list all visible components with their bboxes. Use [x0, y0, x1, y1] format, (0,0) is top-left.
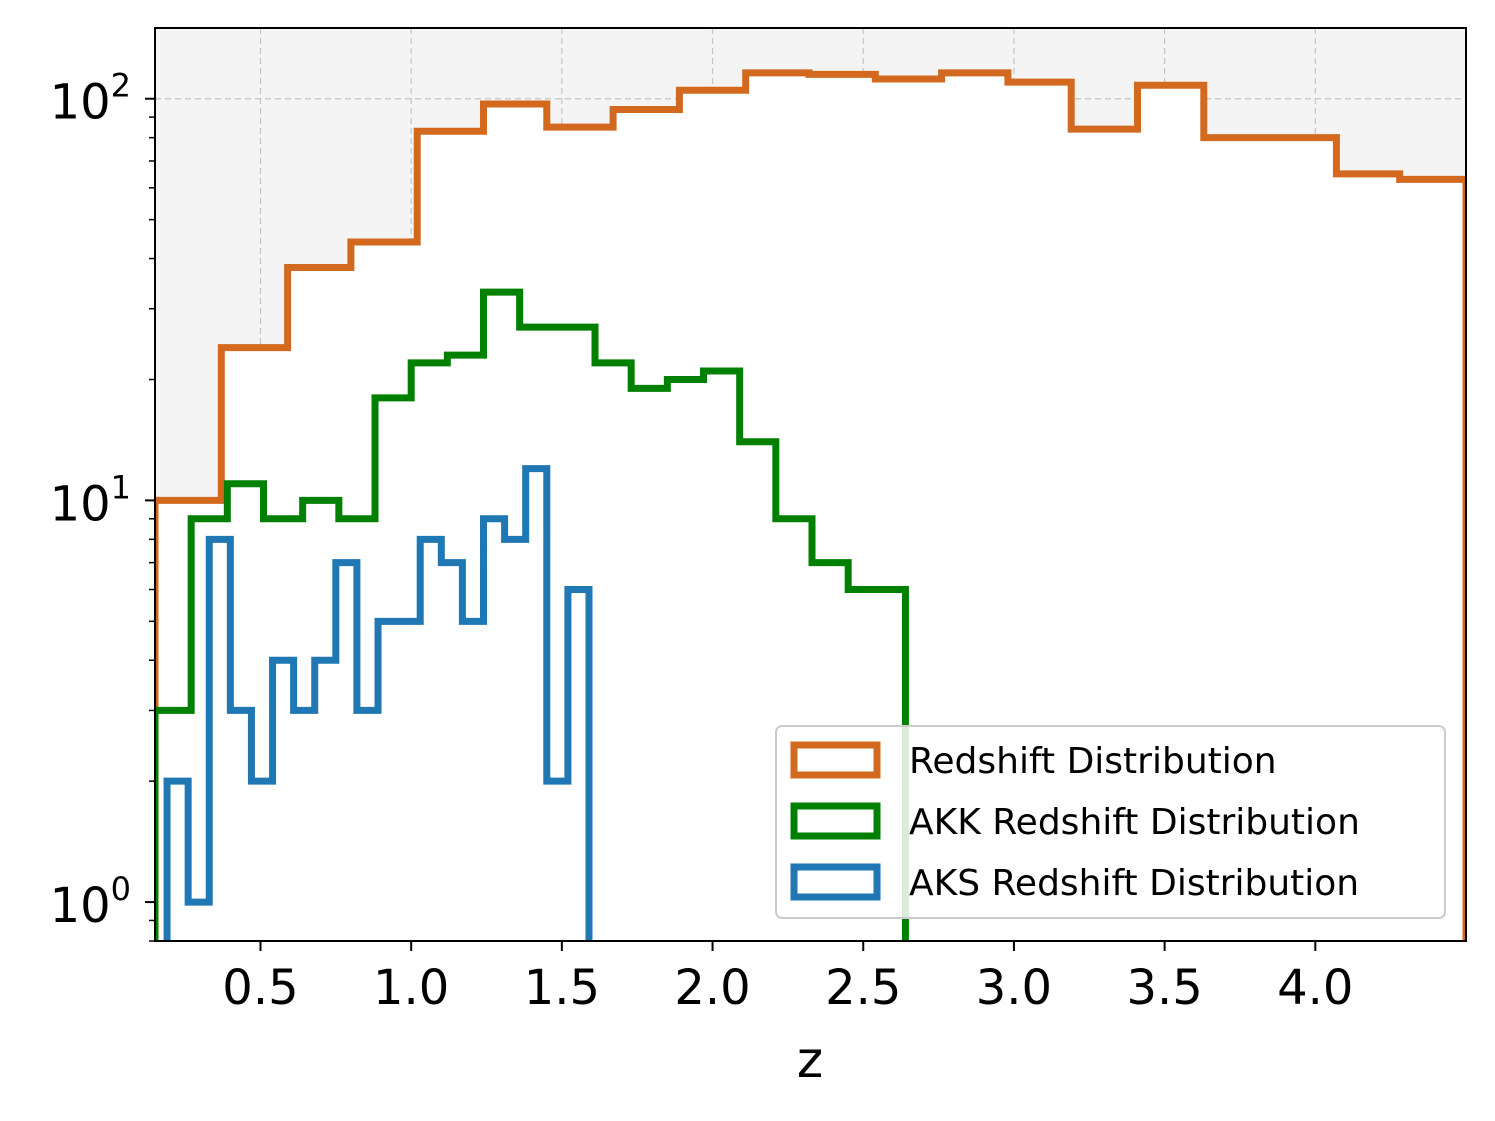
histogram-steps — [155, 69, 1466, 941]
x-tick-label: 2.5 — [825, 960, 901, 1016]
plot-frame — [154, 27, 1467, 942]
legend-swatch — [790, 863, 881, 901]
x-tick-label: 3.0 — [976, 960, 1052, 1016]
legend-label: AKK Redshift Distribution — [909, 802, 1360, 843]
legend-swatch — [790, 741, 881, 779]
y-tick-label: 101 — [50, 468, 131, 532]
axis-ticks — [145, 97, 1317, 951]
x-tick-label: 2.0 — [674, 960, 750, 1016]
x-tick-label: 1.0 — [373, 960, 449, 1016]
legend-label: Redshift Distribution — [909, 741, 1277, 782]
aks-redshift-distribution-step — [163, 465, 593, 941]
x-tick-labels: 0.5 1.0 1.5 2.0 2.5 3.0 3.5 4.0 — [222, 960, 1353, 1016]
legend: Redshift Distribution AKK Redshift Distri… — [775, 725, 1446, 919]
x-tick-label: 1.5 — [524, 960, 600, 1016]
y-tick-label: 100 — [50, 870, 131, 934]
x-axis-label: z — [797, 1031, 823, 1089]
x-tick-label: 3.5 — [1126, 960, 1202, 1016]
x-tick-label: 0.5 — [222, 960, 298, 1016]
x-tick-label: 4.0 — [1277, 960, 1353, 1016]
y-tick-label: 102 — [50, 67, 131, 131]
legend-box — [775, 725, 1446, 919]
y-tick-labels: 100 101 102 — [50, 67, 131, 934]
redshift-distribution-step — [155, 69, 1466, 941]
legend-label: AKS Redshift Distribution — [909, 863, 1359, 904]
legend-swatch — [790, 802, 881, 840]
akk-redshift-distribution-step — [155, 288, 909, 941]
